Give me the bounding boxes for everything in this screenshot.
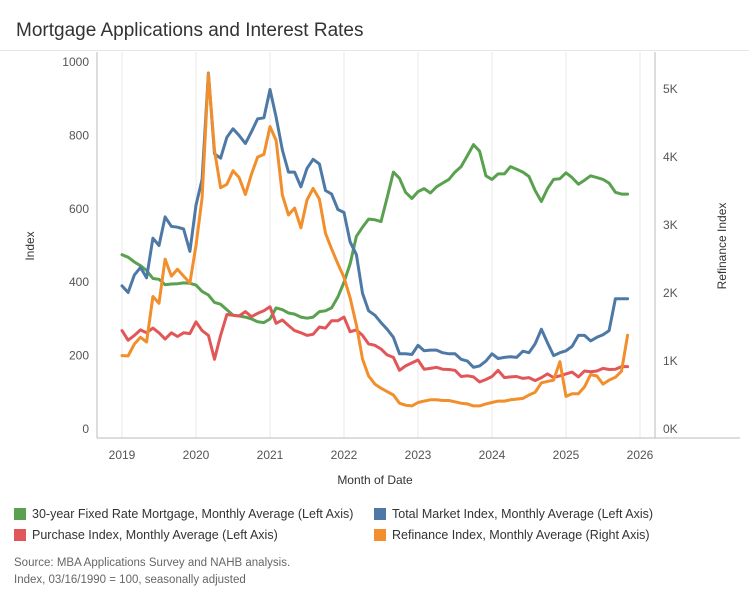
- legend-item-refinance[interactable]: Refinance Index, Monthly Average (Right …: [374, 527, 650, 543]
- y2-tick-label-2K: 2K: [663, 286, 678, 300]
- legend-item-purchase[interactable]: Purchase Index, Monthly Average (Left Ax…: [14, 527, 278, 543]
- legend-item-total-market[interactable]: Total Market Index, Monthly Average (Lef…: [374, 506, 653, 522]
- y-tick-label-200: 200: [69, 349, 89, 363]
- legend-swatch-orange: [374, 529, 386, 541]
- y-tick-label-800: 800: [69, 128, 89, 142]
- tick-labels: 2019 2020 2021 2022 2023 2024 2025 2026 0 200 400 6…: [62, 55, 677, 462]
- y-axis-label: Index: [23, 231, 37, 260]
- x-tick-label-2020: 2020: [183, 448, 210, 462]
- legend-label-30yr-fixed: 30-year Fixed Rate Mortgage, Monthly Ave…: [32, 507, 354, 521]
- y-tick-label-600: 600: [69, 202, 89, 216]
- legend-label-purchase: Purchase Index, Monthly Average (Left Ax…: [32, 528, 278, 542]
- series-30yr-fixed-line[interactable]: [120, 143, 630, 325]
- source-line-2: Index, 03/16/1990 = 100, seasonally adju…: [14, 574, 246, 586]
- x-tick-label-2023: 2023: [405, 448, 432, 462]
- y-tick-label-0: 0: [82, 422, 89, 436]
- y2-tick-label-0K: 0K: [663, 422, 678, 436]
- y2-tick-label-1K: 1K: [663, 354, 678, 368]
- x-tick-label-2025: 2025: [553, 448, 580, 462]
- y2-tick-label-5K: 5K: [663, 82, 678, 96]
- series-refinance-line[interactable]: [120, 72, 630, 408]
- legend-label-refinance: Refinance Index, Monthly Average (Right …: [392, 528, 650, 542]
- y-tick-label-400: 400: [69, 275, 89, 289]
- gridlines: [121, 52, 641, 438]
- series-purchase-line[interactable]: [120, 305, 630, 384]
- legend-swatch-red: [14, 529, 26, 541]
- chart-area: 2019 2020 2021 2022 2023 2024 2025 2026 0 200 400 6…: [23, 52, 740, 487]
- x-tick-label-2019: 2019: [109, 448, 136, 462]
- x-axis-label: Month of Date: [337, 473, 413, 487]
- source-note: Source: MBA Applications Survey and NAHB…: [14, 555, 290, 589]
- source-line-1: Source: MBA Applications Survey and NAHB…: [14, 557, 291, 569]
- y2-tick-label-4K: 4K: [663, 150, 678, 164]
- y2-axis-label: Refinance Index: [715, 203, 729, 290]
- x-tick-label-2026: 2026: [627, 448, 654, 462]
- title-divider: [0, 50, 749, 51]
- x-tick-label-2022: 2022: [331, 448, 358, 462]
- series-lines: [120, 71, 630, 408]
- y-tick-label-1000: 1000: [62, 55, 89, 69]
- axes: [96, 52, 740, 439]
- chart-title: Mortgage Applications and Interest Rates: [16, 20, 364, 41]
- legend-item-30yr-fixed[interactable]: 30-year Fixed Rate Mortgage, Monthly Ave…: [14, 506, 353, 522]
- legend-swatch-blue: [374, 508, 386, 520]
- x-tick-label-2021: 2021: [257, 448, 284, 462]
- y2-tick-label-3K: 3K: [663, 218, 678, 232]
- legend-swatch-green: [14, 508, 26, 520]
- x-tick-label-2024: 2024: [479, 448, 506, 462]
- legend-label-total-market: Total Market Index, Monthly Average (Lef…: [392, 507, 654, 521]
